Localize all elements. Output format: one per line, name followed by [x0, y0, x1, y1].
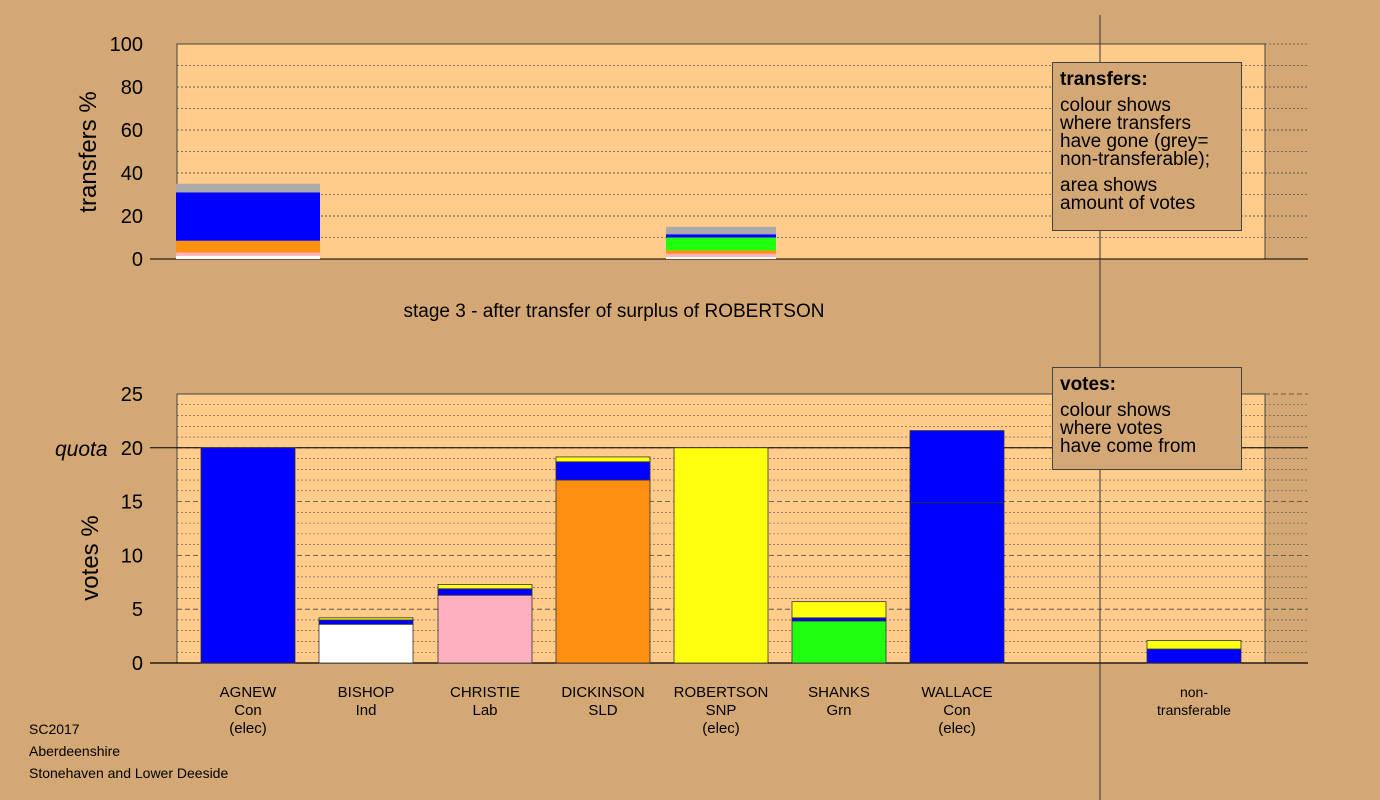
transfer-segment	[666, 250, 776, 254]
transfers-legend: transfers: colour shows where transfers …	[1052, 62, 1242, 231]
transfers-legend-line: colour shows	[1060, 95, 1171, 116]
candidate-status: (elec)	[229, 720, 267, 737]
candidate-name: AGNEW	[220, 684, 278, 701]
candidate-party: SLD	[588, 702, 617, 719]
votes-legend-line: have come from	[1060, 436, 1197, 457]
footer-line-3: Stonehaven and Lower Deeside	[29, 765, 229, 781]
y-tick-label: 5	[132, 599, 143, 621]
transfer-segment	[666, 256, 776, 259]
y-tick-label: 15	[121, 492, 143, 514]
stage-title: stage 3 - after transfer of surplus of R…	[404, 301, 825, 322]
transfers-legend-line: amount of votes	[1060, 193, 1196, 214]
transfer-segment	[176, 255, 320, 259]
transfers-legend-line: where transfers	[1060, 113, 1191, 134]
transfers-legend-line: area shows	[1060, 175, 1158, 196]
vote-segment	[437, 588, 533, 596]
transfers-legend-line: non-transferable);	[1060, 149, 1210, 170]
candidate-name: DICKINSON	[561, 684, 644, 701]
vote-segment	[318, 623, 414, 664]
votes-legend-line: where votes	[1060, 418, 1163, 439]
footer-line-2: Aberdeenshire	[29, 743, 121, 759]
transfer-segment	[666, 226, 776, 235]
candidate-party: transferable	[1157, 702, 1231, 718]
quota-label: quota	[55, 438, 108, 461]
transfer-segment	[176, 192, 320, 241]
vote-segment	[791, 601, 887, 619]
vote-segment	[437, 584, 533, 590]
vote-segment	[200, 447, 296, 664]
candidate-name: non-	[1180, 684, 1208, 700]
transfer-segment	[176, 240, 320, 253]
candidate-labels: AGNEWCon(elec)BISHOPIndCHRISTIELabDICKIN…	[220, 684, 1232, 737]
y-tick-label: 0	[132, 653, 143, 675]
vote-segment	[318, 617, 414, 621]
vote-segment	[909, 502, 1005, 664]
vote-segment	[555, 456, 651, 463]
vote-segment	[318, 619, 414, 625]
vote-segment	[555, 479, 651, 664]
y-tick-label: 25	[121, 384, 143, 406]
y-tick-label: 20	[121, 438, 143, 460]
votes-legend: votes: colour shows where votes have com…	[1052, 367, 1242, 470]
y-tick-label: 80	[121, 77, 143, 99]
transfer-segment	[176, 252, 320, 256]
candidate-party: Ind	[356, 702, 377, 719]
candidate-name: SHANKS	[808, 684, 870, 701]
y-tick-label: 0	[132, 249, 143, 271]
transfers-legend-line: have gone (grey=	[1060, 131, 1209, 152]
transfer-segment	[666, 237, 776, 251]
vote-segment	[437, 594, 533, 664]
candidate-party: Lab	[472, 702, 497, 719]
footer-line-1: SC2017	[29, 721, 80, 737]
transfer-segment	[666, 253, 776, 257]
transfer-segment	[176, 183, 320, 193]
votes-legend-title: votes:	[1060, 374, 1116, 395]
y-tick-label: 40	[121, 163, 143, 185]
candidate-party: Con	[234, 702, 262, 719]
y-tick-label: 60	[121, 120, 143, 142]
candidate-name: CHRISTIE	[450, 684, 520, 701]
transfer-segment	[666, 234, 776, 238]
candidate-name: ROBERTSON	[674, 684, 769, 701]
vote-segment	[555, 461, 651, 481]
vote-segment	[1146, 648, 1242, 664]
candidate-party: Con	[943, 702, 971, 719]
votes-legend-line: colour shows	[1060, 400, 1171, 421]
candidate-status: (elec)	[702, 720, 740, 737]
candidate-status: (elec)	[938, 720, 976, 737]
vote-segment	[791, 617, 887, 622]
vote-segment	[1146, 640, 1242, 650]
y-axis-label: votes %	[77, 515, 104, 600]
y-tick-label: 10	[121, 545, 143, 567]
y-tick-label: 20	[121, 206, 143, 228]
vote-segment	[673, 447, 769, 664]
vote-segment	[791, 620, 887, 664]
transfers-legend-title: transfers:	[1060, 69, 1148, 90]
y-axis-label: transfers %	[75, 91, 102, 212]
candidate-party: Grn	[826, 702, 851, 719]
candidate-party: SNP	[706, 702, 737, 719]
vote-segment	[909, 430, 1005, 504]
y-tick-label: 100	[110, 34, 143, 56]
candidate-name: BISHOP	[338, 684, 395, 701]
candidate-name: WALLACE	[921, 684, 992, 701]
